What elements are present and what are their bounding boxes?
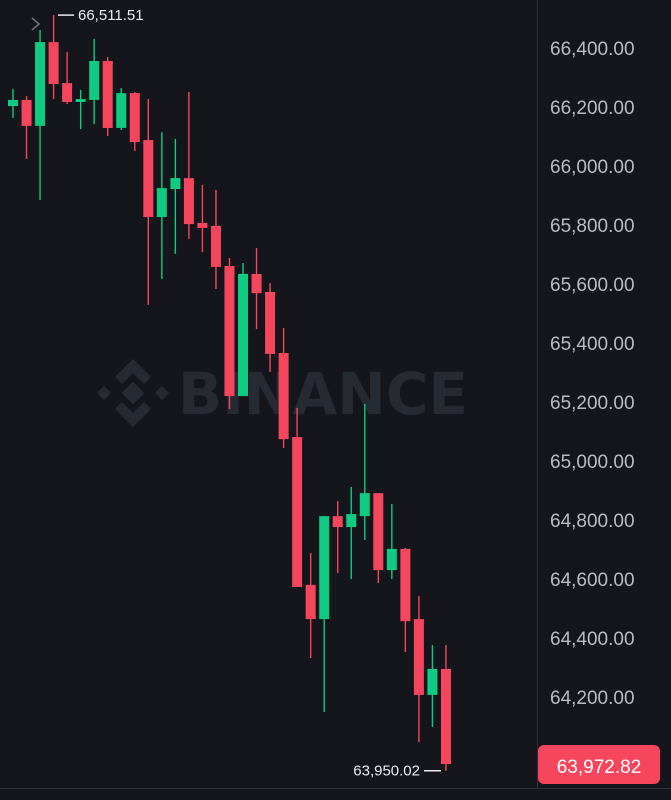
- candle-down: [278, 327, 289, 448]
- y-tick-label: 66,200.00: [550, 98, 635, 119]
- candle-body: [89, 60, 100, 100]
- candle-down: [413, 596, 424, 743]
- candle-body: [400, 548, 411, 622]
- candle-up: [346, 486, 357, 579]
- candle-body: [116, 93, 127, 128]
- candle-down: [224, 258, 235, 410]
- binance-logo-icon: [96, 359, 170, 427]
- candle-body: [21, 99, 32, 126]
- last-price-tag: 63,972.82: [538, 745, 660, 784]
- candle-down: [210, 189, 221, 290]
- candle-up: [8, 89, 18, 118]
- candle-body: [292, 437, 303, 587]
- candle-down: [265, 283, 276, 372]
- candle-body: [238, 273, 249, 397]
- candle-body: [170, 178, 181, 190]
- candle-down: [373, 493, 384, 584]
- candle-body: [75, 99, 86, 102]
- y-tick-label: 65,000.00: [550, 452, 635, 473]
- low-marker-label: 63,950.02: [353, 763, 420, 780]
- candle-body: [62, 83, 73, 102]
- candle-down: [183, 91, 194, 239]
- candle-down: [129, 91, 140, 151]
- candle-body: [143, 140, 154, 218]
- y-tick-label: 64,800.00: [550, 511, 635, 532]
- y-tick-label: 66,400.00: [550, 39, 635, 60]
- y-tick-label: 65,200.00: [550, 393, 635, 414]
- candle-body: [197, 222, 208, 228]
- candle-down: [400, 548, 411, 653]
- chevron-right-icon[interactable]: [31, 17, 41, 31]
- candle-body: [210, 225, 221, 267]
- y-tick-label: 64,400.00: [550, 629, 635, 650]
- candle-body: [346, 514, 357, 528]
- candle-down: [292, 407, 303, 587]
- candle-up: [386, 504, 397, 579]
- candle-body: [305, 584, 316, 620]
- candle-body: [265, 291, 276, 354]
- candle-body: [332, 516, 343, 528]
- candle-body: [359, 493, 370, 517]
- candle-up: [359, 404, 370, 541]
- price-axis[interactable]: 66,400.00 66,200.00 66,000.00 65,800.00 65,6…: [550, 39, 635, 709]
- candle-up: [170, 138, 181, 254]
- candle-body: [319, 516, 330, 620]
- candle-down: [48, 15, 59, 100]
- candle-up: [427, 645, 438, 728]
- candle-down: [143, 99, 154, 305]
- candle-up: [319, 516, 330, 713]
- candle-body: [278, 353, 289, 440]
- candle-down: [305, 553, 316, 659]
- binance-watermark: BINANCE: [96, 359, 468, 428]
- candle-down: [102, 57, 113, 136]
- candle-body: [35, 42, 46, 126]
- candle-body: [373, 493, 384, 571]
- candle-up: [89, 38, 100, 125]
- candle-body: [413, 619, 424, 695]
- y-tick-label: 65,400.00: [550, 334, 635, 355]
- candle-down: [21, 96, 32, 159]
- candle-body: [129, 93, 140, 143]
- candle-body: [102, 60, 113, 128]
- candle-body: [386, 548, 397, 571]
- y-tick-label: 65,800.00: [550, 216, 635, 237]
- candle-body: [427, 668, 438, 695]
- high-marker-label: 66,511.51: [78, 7, 144, 24]
- candle-up: [116, 88, 127, 131]
- candle-down: [440, 645, 451, 771]
- candle-down: [251, 248, 262, 330]
- candle-up: [35, 30, 46, 200]
- candle-down: [197, 184, 208, 253]
- candle-body: [8, 99, 18, 107]
- watermark-text: BINANCE: [178, 360, 468, 428]
- candle-down: [332, 501, 343, 574]
- candle-body: [183, 178, 194, 225]
- candle-up: [75, 89, 86, 130]
- y-tick-label: 64,200.00: [550, 688, 635, 709]
- candles: [8, 15, 451, 771]
- y-tick-label: 64,600.00: [550, 570, 635, 591]
- candle-up: [238, 263, 249, 397]
- candle-down: [62, 52, 73, 105]
- candle-body: [156, 188, 167, 218]
- y-tick-label: 66,000.00: [550, 157, 635, 178]
- high-low-markers: 66,511.51 63,950.02: [31, 7, 441, 780]
- y-tick-label: 65,600.00: [550, 275, 635, 296]
- candle-up: [156, 132, 167, 279]
- candle-body: [48, 42, 59, 84]
- candle-body: [440, 668, 451, 764]
- candle-body: [224, 265, 235, 397]
- candle-body: [251, 273, 262, 294]
